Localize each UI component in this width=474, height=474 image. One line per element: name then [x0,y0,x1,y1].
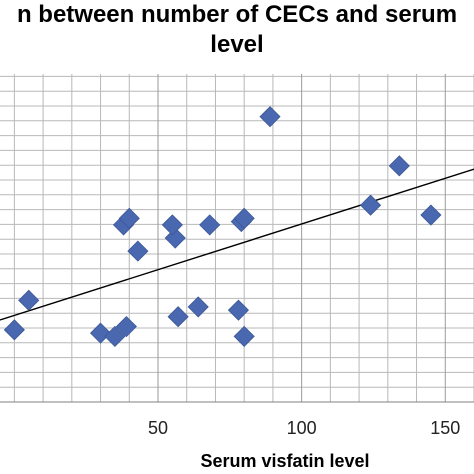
data-point [233,325,255,347]
data-point [233,207,255,229]
x-tick-label: 50 [148,418,168,438]
data-point [104,325,126,347]
data-point [127,240,149,262]
chart-title: n between number of CECs and serum level [0,0,474,60]
data-point [89,322,112,344]
data-point [187,296,209,318]
data-point [259,106,281,128]
data-point [199,214,221,236]
data-point [3,319,25,341]
data-point [388,155,410,177]
data-point [115,315,137,338]
x-axis-label: Serum visfatin level [200,451,370,471]
data-point [227,299,250,321]
data-point [161,214,183,236]
chart-title-line-2: level [210,31,264,58]
data-point [18,289,40,311]
x-tick-label: 100 [287,418,317,438]
chart-title-line-1: n between number of CECs and serum [16,1,458,28]
data-point [420,204,442,226]
trendline [0,168,474,321]
data-point [360,194,382,216]
x-tick-label: 150 [430,418,460,438]
data-point [118,207,140,229]
data-point [167,306,189,328]
